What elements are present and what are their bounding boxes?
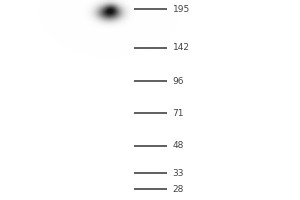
Text: 195: 195 — [172, 4, 190, 14]
Text: 48: 48 — [172, 142, 184, 150]
Text: 28: 28 — [172, 184, 184, 194]
Text: 96: 96 — [172, 76, 184, 86]
Text: 142: 142 — [172, 44, 190, 52]
Text: 33: 33 — [172, 168, 184, 178]
Text: 71: 71 — [172, 108, 184, 117]
FancyBboxPatch shape — [0, 0, 165, 200]
